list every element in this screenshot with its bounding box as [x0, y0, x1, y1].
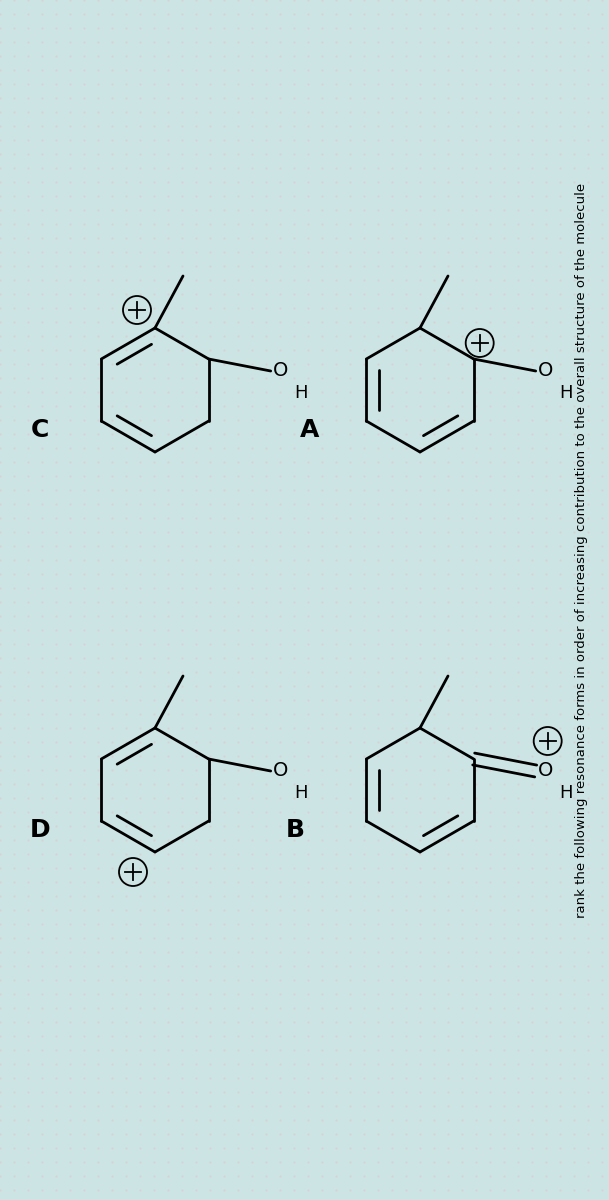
Text: A: A [300, 418, 320, 442]
Text: O: O [273, 762, 289, 780]
Text: C: C [31, 418, 49, 442]
Text: D: D [30, 818, 51, 842]
Text: H: H [559, 384, 572, 402]
Text: H: H [294, 784, 308, 802]
Text: O: O [273, 361, 289, 380]
Text: O: O [538, 361, 554, 380]
Text: O: O [538, 762, 554, 780]
Text: B: B [286, 818, 304, 842]
Text: H: H [294, 384, 308, 402]
Text: H: H [559, 784, 572, 802]
Text: rank the following resonance forms in order of increasing contribution to the ov: rank the following resonance forms in or… [576, 182, 588, 918]
